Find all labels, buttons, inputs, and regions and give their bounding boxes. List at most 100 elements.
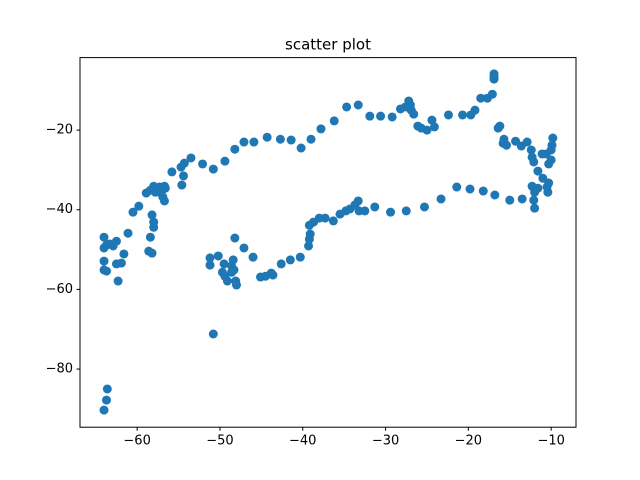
point: [286, 135, 296, 145]
point: [542, 182, 552, 192]
point: [452, 182, 462, 192]
point: [134, 201, 144, 211]
point: [230, 233, 240, 243]
point: [149, 217, 159, 227]
point: [99, 256, 109, 266]
point: [527, 181, 537, 191]
point: [205, 260, 215, 270]
x-tick-label: −40: [289, 434, 316, 449]
point: [231, 276, 241, 286]
point: [387, 112, 397, 122]
point: [217, 267, 227, 277]
point: [198, 159, 208, 169]
point: [119, 249, 129, 259]
point: [386, 207, 396, 217]
point: [208, 164, 218, 174]
point: [376, 111, 386, 121]
point: [304, 234, 314, 244]
chart-title: scatter plot: [285, 36, 371, 54]
point: [517, 194, 527, 204]
point: [159, 196, 169, 206]
point: [487, 89, 497, 99]
point: [179, 158, 189, 168]
point: [179, 171, 189, 181]
point: [205, 253, 215, 263]
point: [220, 156, 230, 166]
point: [443, 110, 453, 120]
point: [470, 105, 480, 115]
point: [495, 121, 505, 131]
point: [213, 251, 223, 261]
point: [365, 111, 375, 121]
point: [522, 137, 532, 147]
y-tick-label: −80: [46, 362, 73, 377]
point: [328, 216, 338, 226]
point: [306, 134, 316, 144]
point: [99, 405, 109, 415]
point: [123, 228, 133, 238]
point: [147, 210, 157, 220]
point: [505, 195, 515, 205]
point: [429, 122, 439, 132]
point: [186, 153, 196, 163]
point: [159, 181, 169, 191]
point: [177, 180, 187, 190]
point: [465, 184, 475, 194]
point: [458, 110, 468, 120]
point: [99, 232, 109, 242]
x-tick-label: −20: [455, 434, 482, 449]
point: [304, 241, 314, 251]
point: [548, 133, 558, 143]
point: [285, 255, 295, 265]
point: [304, 220, 314, 230]
y-tick-label: −40: [46, 202, 73, 217]
point: [128, 207, 138, 217]
point: [256, 272, 266, 282]
x-tick-label: −10: [537, 434, 564, 449]
point: [102, 384, 112, 394]
point: [529, 195, 539, 205]
point: [530, 203, 540, 213]
point: [101, 395, 111, 405]
point: [490, 190, 500, 200]
point: [239, 243, 249, 253]
point: [529, 157, 539, 167]
point: [478, 186, 488, 196]
point: [544, 159, 554, 169]
point: [249, 137, 259, 147]
point: [422, 125, 432, 135]
point: [145, 232, 155, 242]
point: [230, 144, 240, 154]
point: [316, 124, 326, 134]
x-tick-label: −60: [123, 434, 150, 449]
x-tick-label: −50: [206, 434, 233, 449]
point: [401, 206, 411, 216]
point: [533, 166, 543, 176]
x-tick-label: −30: [372, 434, 399, 449]
point: [499, 134, 509, 144]
point: [489, 72, 499, 82]
point: [436, 194, 446, 204]
y-tick-label: −60: [46, 282, 73, 297]
point: [342, 102, 352, 112]
point: [248, 252, 258, 262]
point: [296, 143, 306, 153]
point: [427, 115, 437, 125]
point: [116, 258, 126, 268]
point: [229, 265, 239, 275]
y-tick-label: −20: [46, 123, 73, 138]
point: [219, 259, 229, 269]
point: [329, 116, 339, 126]
point: [262, 132, 272, 142]
point: [111, 236, 121, 246]
point: [208, 329, 218, 339]
point: [526, 145, 536, 155]
point: [239, 137, 249, 147]
point: [547, 140, 557, 150]
point: [101, 266, 111, 276]
point: [276, 259, 286, 269]
point: [419, 202, 429, 212]
point: [295, 252, 305, 262]
point: [409, 109, 419, 119]
axes-frame: [79, 57, 577, 428]
